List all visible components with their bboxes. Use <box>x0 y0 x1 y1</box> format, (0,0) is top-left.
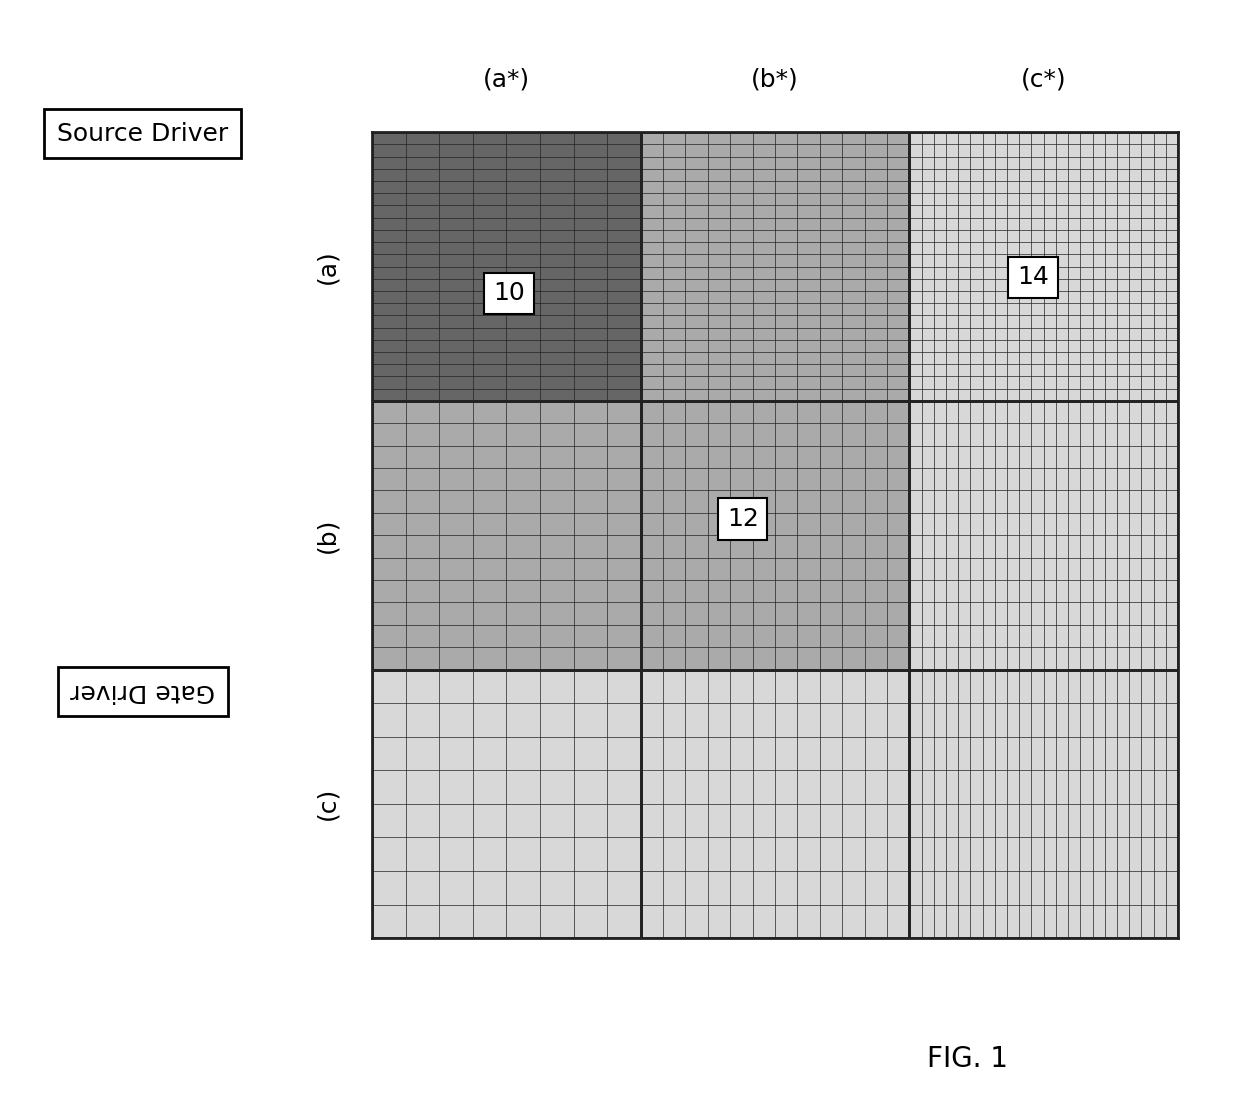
Bar <box>372 133 909 669</box>
Text: (a): (a) <box>316 249 340 284</box>
Text: 10: 10 <box>494 281 525 306</box>
Text: Gate Driver: Gate Driver <box>71 679 215 704</box>
Text: FIG. 1: FIG. 1 <box>926 1045 1008 1074</box>
Text: (c): (c) <box>316 787 340 821</box>
Text: (c*): (c*) <box>1021 68 1066 91</box>
Text: Source Driver: Source Driver <box>57 122 228 146</box>
Text: (a*): (a*) <box>482 68 529 91</box>
Bar <box>372 133 641 401</box>
Text: 14: 14 <box>1017 265 1049 289</box>
Text: (b*): (b*) <box>751 68 799 91</box>
Text: 12: 12 <box>727 507 759 531</box>
Text: (b): (b) <box>316 517 340 553</box>
